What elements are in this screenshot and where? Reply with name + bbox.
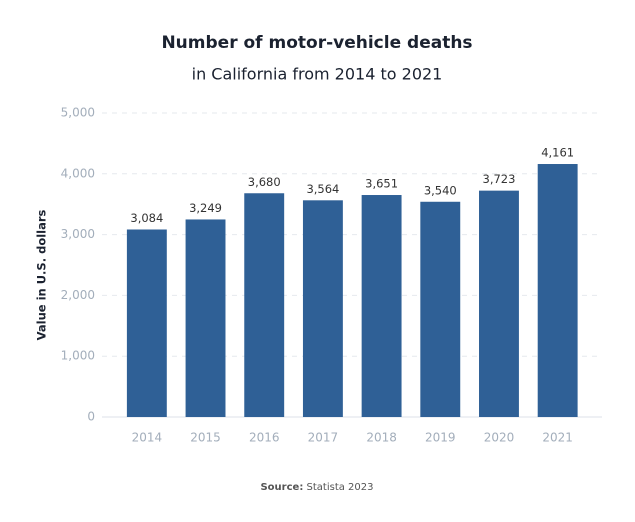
bar [302, 200, 343, 417]
bar [244, 193, 285, 417]
value-label: 4,161 [541, 146, 574, 160]
x-tick-label: 2018 [366, 431, 397, 445]
bar [185, 219, 226, 417]
source: Source: Statista 2023 [260, 482, 373, 493]
value-label: 3,680 [248, 175, 281, 189]
x-tick-label: 2020 [484, 431, 515, 445]
value-label: 3,564 [306, 182, 339, 196]
x-tick-label: 2017 [308, 431, 339, 445]
value-label: 3,723 [483, 172, 516, 186]
bar [126, 229, 167, 417]
bar [537, 164, 578, 417]
value-label: 3,651 [365, 177, 398, 191]
bar [420, 201, 461, 417]
value-label: 3,540 [424, 183, 457, 197]
source-text: Statista 2023 [307, 482, 374, 493]
value-label: 3,084 [130, 211, 163, 225]
x-tick-label: 2019 [425, 431, 456, 445]
y-axis-label: Value in U.S. dollars [35, 209, 49, 340]
y-tick-label: 0 [87, 410, 95, 424]
chart-subtitle: in California from 2014 to 2021 [192, 65, 443, 84]
bar [361, 195, 402, 417]
y-tick-label: 3,000 [61, 227, 95, 241]
x-tick-label: 2015 [190, 431, 221, 445]
y-tick-label: 2,000 [61, 288, 95, 302]
value-label: 3,249 [189, 201, 222, 215]
y-tick-label: 1,000 [61, 349, 95, 363]
y-tick-label: 5,000 [61, 106, 95, 120]
x-tick-label: 2016 [249, 431, 280, 445]
x-tick-label: 2021 [542, 431, 573, 445]
bar [479, 190, 519, 417]
x-tick-label: 2014 [132, 431, 163, 445]
y-tick-label: 4,000 [61, 166, 95, 180]
chart-title: Number of motor-vehicle deaths [161, 33, 472, 53]
source-label: Source: [260, 482, 303, 493]
